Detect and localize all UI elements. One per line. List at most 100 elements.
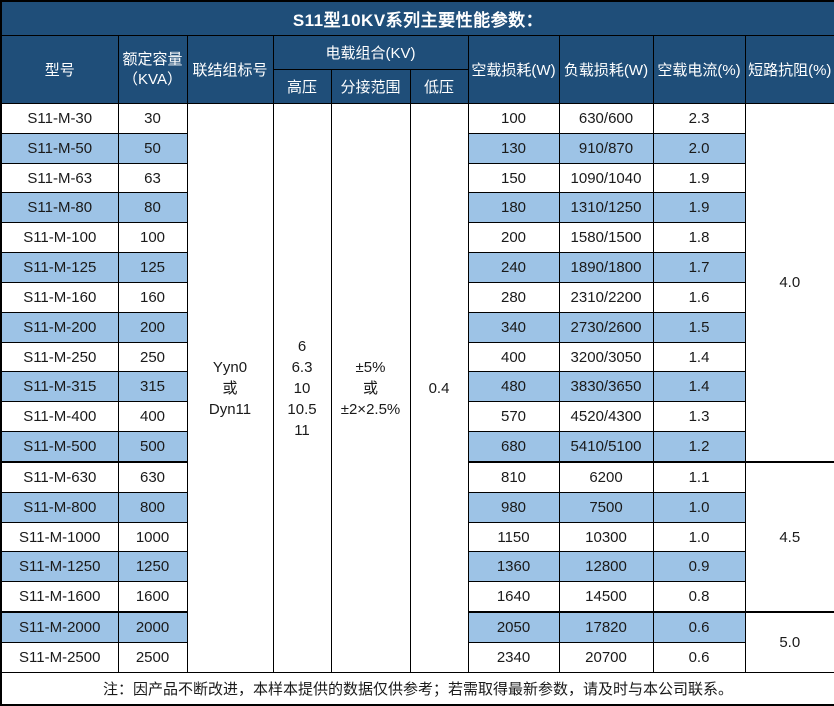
- capacity-cell: 1000: [117, 521, 188, 553]
- no-load-current-cell: 1.4: [652, 371, 746, 403]
- load-loss-cell: 4520/4300: [558, 401, 654, 433]
- no-load-current-cell: 2.0: [652, 132, 746, 164]
- col-header-capacity-line1: 额定容量: [122, 50, 183, 68]
- no-load-current-cell: 0.9: [652, 551, 746, 583]
- model-cell: S11-M-30: [0, 103, 119, 134]
- col-header-connection-group: 联结组标号: [186, 35, 274, 104]
- table-row: S11-M-2500 2500 2340 20700 0.6: [0, 641, 834, 674]
- capacity-cell: 2000: [117, 611, 188, 643]
- load-loss-cell: 1090/1040: [558, 162, 654, 194]
- tap-range-cell-line: 或: [362, 379, 378, 397]
- no-load-current-cell: 1.1: [652, 460, 746, 493]
- model-cell: S11-M-500: [0, 431, 119, 463]
- capacity-cell: 200: [117, 311, 188, 343]
- table-row: S11-M-500 500 680 5410/5100 1.2: [0, 431, 834, 463]
- no-load-current-cell: 0.6: [652, 611, 746, 643]
- no-load-loss-cell: 570: [467, 401, 560, 433]
- model-cell: S11-M-800: [0, 491, 119, 523]
- col-header-no-load-loss: 空载损耗(W): [467, 35, 560, 104]
- capacity-cell: 800: [117, 491, 188, 523]
- table-row: S11-M-125 125 240 1890/1800 1.7: [0, 252, 834, 283]
- capacity-cell: 630: [117, 460, 188, 493]
- no-load-current-cell: 1.0: [652, 491, 746, 523]
- load-loss-cell: 1890/1800: [558, 252, 654, 283]
- lv-cell: 0.4: [409, 103, 469, 673]
- table-row: S11-M-30 30 Yyn0 或 Dyn11 6 6.3 10 10.5 11 ±5% 或 ±2×2…: [0, 102, 834, 673]
- model-cell: S11-M-200: [0, 311, 119, 343]
- tap-range-cell: ±5% 或 ±2×2.5%: [330, 103, 411, 673]
- no-load-loss-cell: 1640: [467, 581, 560, 613]
- header-row-main: 型号 额定容量 （KVA） 联结组标号 电载组合(KV) 空载损耗(W) 负载损…: [0, 35, 834, 104]
- col-header-impedance: 短路抗阻(%): [744, 35, 834, 104]
- load-loss-cell: 12800: [558, 551, 654, 583]
- load-loss-cell: 1310/1250: [558, 192, 654, 224]
- col-header-model: 型号: [0, 35, 119, 104]
- table-row: S11-M-100 100 200 1580/1500 1.8: [0, 222, 834, 254]
- table-row: S11-M-63 63 150 1090/1040 1.9: [0, 162, 834, 194]
- load-loss-cell: 3200/3050: [558, 341, 654, 373]
- no-load-current-cell: 0.8: [652, 581, 746, 613]
- no-load-loss-cell: 200: [467, 222, 560, 254]
- no-load-current-cell: 1.7: [652, 252, 746, 283]
- table-row: S11-M-200 200 340 2730/2600 1.5: [0, 311, 834, 343]
- capacity-cell: 80: [117, 192, 188, 224]
- hv-cell-line: 6.3: [291, 358, 313, 376]
- capacity-cell: 500: [117, 431, 188, 463]
- table-body: S11-M-30 30 Yyn0 或 Dyn11 6 6.3 10 10.5 11 ±5% 或 ±2×2…: [0, 102, 834, 674]
- no-load-current-cell: 1.6: [652, 281, 746, 313]
- col-header-capacity: 额定容量 （KVA）: [117, 35, 188, 104]
- table-row: S11-M-50 50 130 910/870 2.0: [0, 132, 834, 164]
- table-row: S11-M-1600 1600 1640 14500 0.8: [0, 581, 834, 613]
- capacity-cell: 1600: [117, 581, 188, 613]
- load-loss-cell: 7500: [558, 491, 654, 523]
- load-loss-cell: 17820: [558, 611, 654, 643]
- table-row: S11-M-630 630 810 6200 1.1 4.5: [0, 460, 834, 613]
- model-cell: S11-M-100: [0, 222, 119, 254]
- model-cell: S11-M-1000: [0, 521, 119, 553]
- hv-cell-line: 6: [297, 337, 307, 355]
- model-cell: S11-M-1250: [0, 551, 119, 583]
- load-loss-cell: 6200: [558, 460, 654, 493]
- model-cell: S11-M-315: [0, 371, 119, 403]
- capacity-cell: 315: [117, 371, 188, 403]
- no-load-loss-cell: 100: [467, 103, 560, 134]
- title-row: S11型10KV系列主要性能参数：: [0, 0, 834, 36]
- model-cell: S11-M-50: [0, 132, 119, 164]
- impedance-cell: 5.0: [744, 611, 834, 674]
- page-title: S11型10KV系列主要性能参数：: [0, 0, 834, 36]
- capacity-cell: 30: [117, 103, 188, 134]
- load-loss-cell: 20700: [558, 641, 654, 674]
- tap-range-cell-line: ±5%: [355, 358, 386, 376]
- no-load-loss-cell: 480: [467, 371, 560, 403]
- load-loss-cell: 14500: [558, 581, 654, 613]
- hv-cell-line: 11: [294, 421, 310, 439]
- col-header-voltage-group: 电载组合(KV): [272, 35, 469, 70]
- no-load-current-cell: 1.9: [652, 162, 746, 194]
- model-cell: S11-M-2000: [0, 611, 119, 643]
- capacity-cell: 1250: [117, 551, 188, 583]
- no-load-loss-cell: 340: [467, 311, 560, 343]
- col-header-lv: 低压: [409, 69, 469, 104]
- capacity-cell: 50: [117, 132, 188, 164]
- model-cell: S11-M-125: [0, 252, 119, 283]
- connection-group-cell-line: 或: [222, 379, 238, 397]
- no-load-current-cell: 1.9: [652, 192, 746, 224]
- table-row: S11-M-160 160 280 2310/2200 1.6: [0, 281, 834, 313]
- no-load-current-cell: 1.2: [652, 431, 746, 463]
- load-loss-cell: 630/600: [558, 103, 654, 134]
- load-loss-cell: 2730/2600: [558, 311, 654, 343]
- model-cell: S11-M-63: [0, 162, 119, 194]
- col-header-capacity-line2: （KVA）: [123, 70, 182, 88]
- header-row-sub: 高压 分接范围 低压: [1, 69, 834, 104]
- impedance-cell: 4.0: [744, 102, 834, 463]
- no-load-current-cell: 1.3: [652, 401, 746, 433]
- table-row: S11-M-80 80 180 1310/1250 1.9: [0, 192, 834, 224]
- no-load-loss-cell: 400: [467, 341, 560, 373]
- table-row: S11-M-800 800 980 7500 1.0: [0, 491, 834, 523]
- no-load-loss-cell: 2050: [467, 611, 560, 643]
- connection-group-cell-line: Yyn0: [212, 358, 248, 376]
- no-load-loss-cell: 180: [467, 192, 560, 224]
- tap-range-cell-line: ±2×2.5%: [340, 400, 401, 418]
